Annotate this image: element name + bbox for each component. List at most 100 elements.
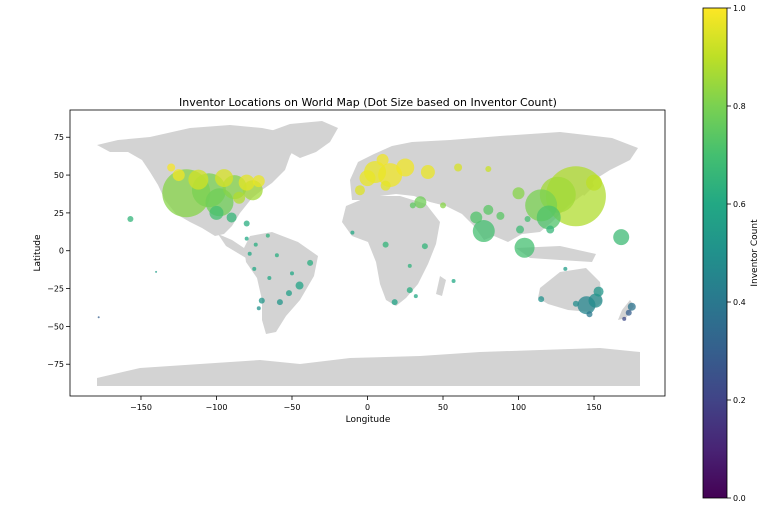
data-point: [167, 163, 176, 172]
data-point: [307, 259, 314, 266]
colorbar-tick-label: 0.8: [733, 102, 746, 111]
colorbar-gradient: [702, 7, 728, 499]
landmass-indonesia: [516, 246, 596, 262]
data-point: [451, 278, 456, 283]
data-point: [440, 202, 447, 209]
y-tick-label: 50: [54, 171, 64, 180]
data-point: [538, 296, 545, 303]
data-point: [483, 204, 494, 215]
data-point: [244, 236, 249, 241]
data-points: [97, 153, 636, 321]
data-point: [524, 215, 531, 222]
colorbar-tick-label: 0.6: [733, 200, 746, 209]
data-point: [593, 286, 604, 297]
x-axis-label: Longitude: [346, 415, 391, 425]
data-point: [226, 212, 237, 223]
data-point: [258, 297, 265, 304]
data-point: [563, 266, 568, 271]
data-point: [413, 294, 418, 299]
data-point: [613, 229, 630, 246]
data-point: [625, 309, 632, 316]
data-point: [267, 275, 272, 280]
y-tick-label: 0: [59, 247, 64, 256]
data-point: [256, 306, 261, 311]
data-point: [243, 220, 250, 227]
data-point: [253, 242, 258, 247]
data-point: [407, 263, 412, 268]
data-point: [420, 165, 435, 180]
colorbar-label: Inventor Count: [750, 219, 760, 287]
x-tick-label: 100: [511, 403, 526, 412]
data-point: [516, 225, 525, 234]
data-point: [247, 251, 252, 256]
data-point: [472, 220, 495, 243]
data-point: [485, 166, 492, 173]
landmass-madagascar: [436, 276, 446, 296]
chart-title: Inventor Locations on World Map (Dot Siz…: [179, 96, 557, 109]
data-point: [514, 237, 535, 258]
data-point: [396, 158, 415, 177]
x-tick-label: −100: [205, 403, 227, 412]
data-point: [414, 196, 427, 209]
x-tick-label: 50: [438, 403, 448, 412]
data-point: [586, 174, 603, 191]
x-tick-label: 0: [365, 403, 370, 412]
colorbar-ticks: 0.0 0.2 0.4 0.6 0.8 1.0: [727, 4, 746, 503]
data-point: [274, 253, 279, 258]
data-point: [127, 215, 134, 222]
data-point: [470, 211, 483, 224]
landmass-south-america: [244, 232, 318, 334]
data-point: [409, 202, 416, 209]
colorbar: 0.0 0.2 0.4 0.6 0.8 1.0 Inventor Count: [702, 4, 760, 503]
colorbar-tick-label: 0.4: [733, 298, 746, 307]
y-tick-label: 25: [54, 209, 64, 218]
data-point: [572, 300, 579, 307]
data-point: [295, 281, 304, 290]
data-point: [627, 302, 636, 311]
data-point: [512, 187, 525, 200]
data-point: [252, 175, 265, 188]
data-point: [289, 271, 294, 276]
data-point: [380, 180, 391, 191]
data-point: [588, 293, 603, 308]
landmass-central-america: [218, 234, 252, 258]
colorbar-tick-label: 0.2: [733, 396, 746, 405]
colorbar-tick-label: 1.0: [733, 4, 746, 13]
data-point: [188, 169, 209, 190]
x-tick-label: −50: [284, 403, 301, 412]
data-point: [350, 230, 355, 235]
data-point: [354, 185, 365, 196]
landmass-eurasia: [350, 132, 638, 242]
data-point: [376, 153, 389, 166]
landmass-africa: [342, 196, 440, 306]
y-axis: 75 50 25 0 −25 −50 −75: [47, 133, 70, 369]
data-point: [454, 163, 463, 172]
y-tick-label: −75: [47, 360, 64, 369]
world-basemap: [97, 121, 640, 386]
data-point: [586, 311, 593, 318]
landmass-antarctica: [97, 348, 640, 386]
data-point: [265, 233, 270, 238]
data-point: [421, 243, 428, 250]
data-point: [276, 299, 283, 306]
y-axis-label: Latitude: [33, 234, 43, 272]
data-point: [155, 270, 158, 273]
data-point: [406, 287, 413, 294]
data-point: [172, 169, 185, 182]
colorbar-tick-label: 0.0: [733, 494, 746, 503]
y-tick-label: −50: [47, 322, 64, 331]
data-point: [536, 205, 561, 230]
x-tick-label: 150: [586, 403, 601, 412]
data-point: [252, 266, 257, 271]
data-point: [546, 225, 555, 234]
landmass-greenland: [268, 121, 338, 158]
data-point: [238, 174, 255, 191]
data-point: [391, 299, 398, 306]
y-tick-label: 75: [54, 133, 64, 142]
data-point: [622, 316, 627, 321]
y-tick-label: −25: [47, 285, 64, 294]
data-point: [209, 205, 224, 220]
data-point: [215, 169, 234, 188]
